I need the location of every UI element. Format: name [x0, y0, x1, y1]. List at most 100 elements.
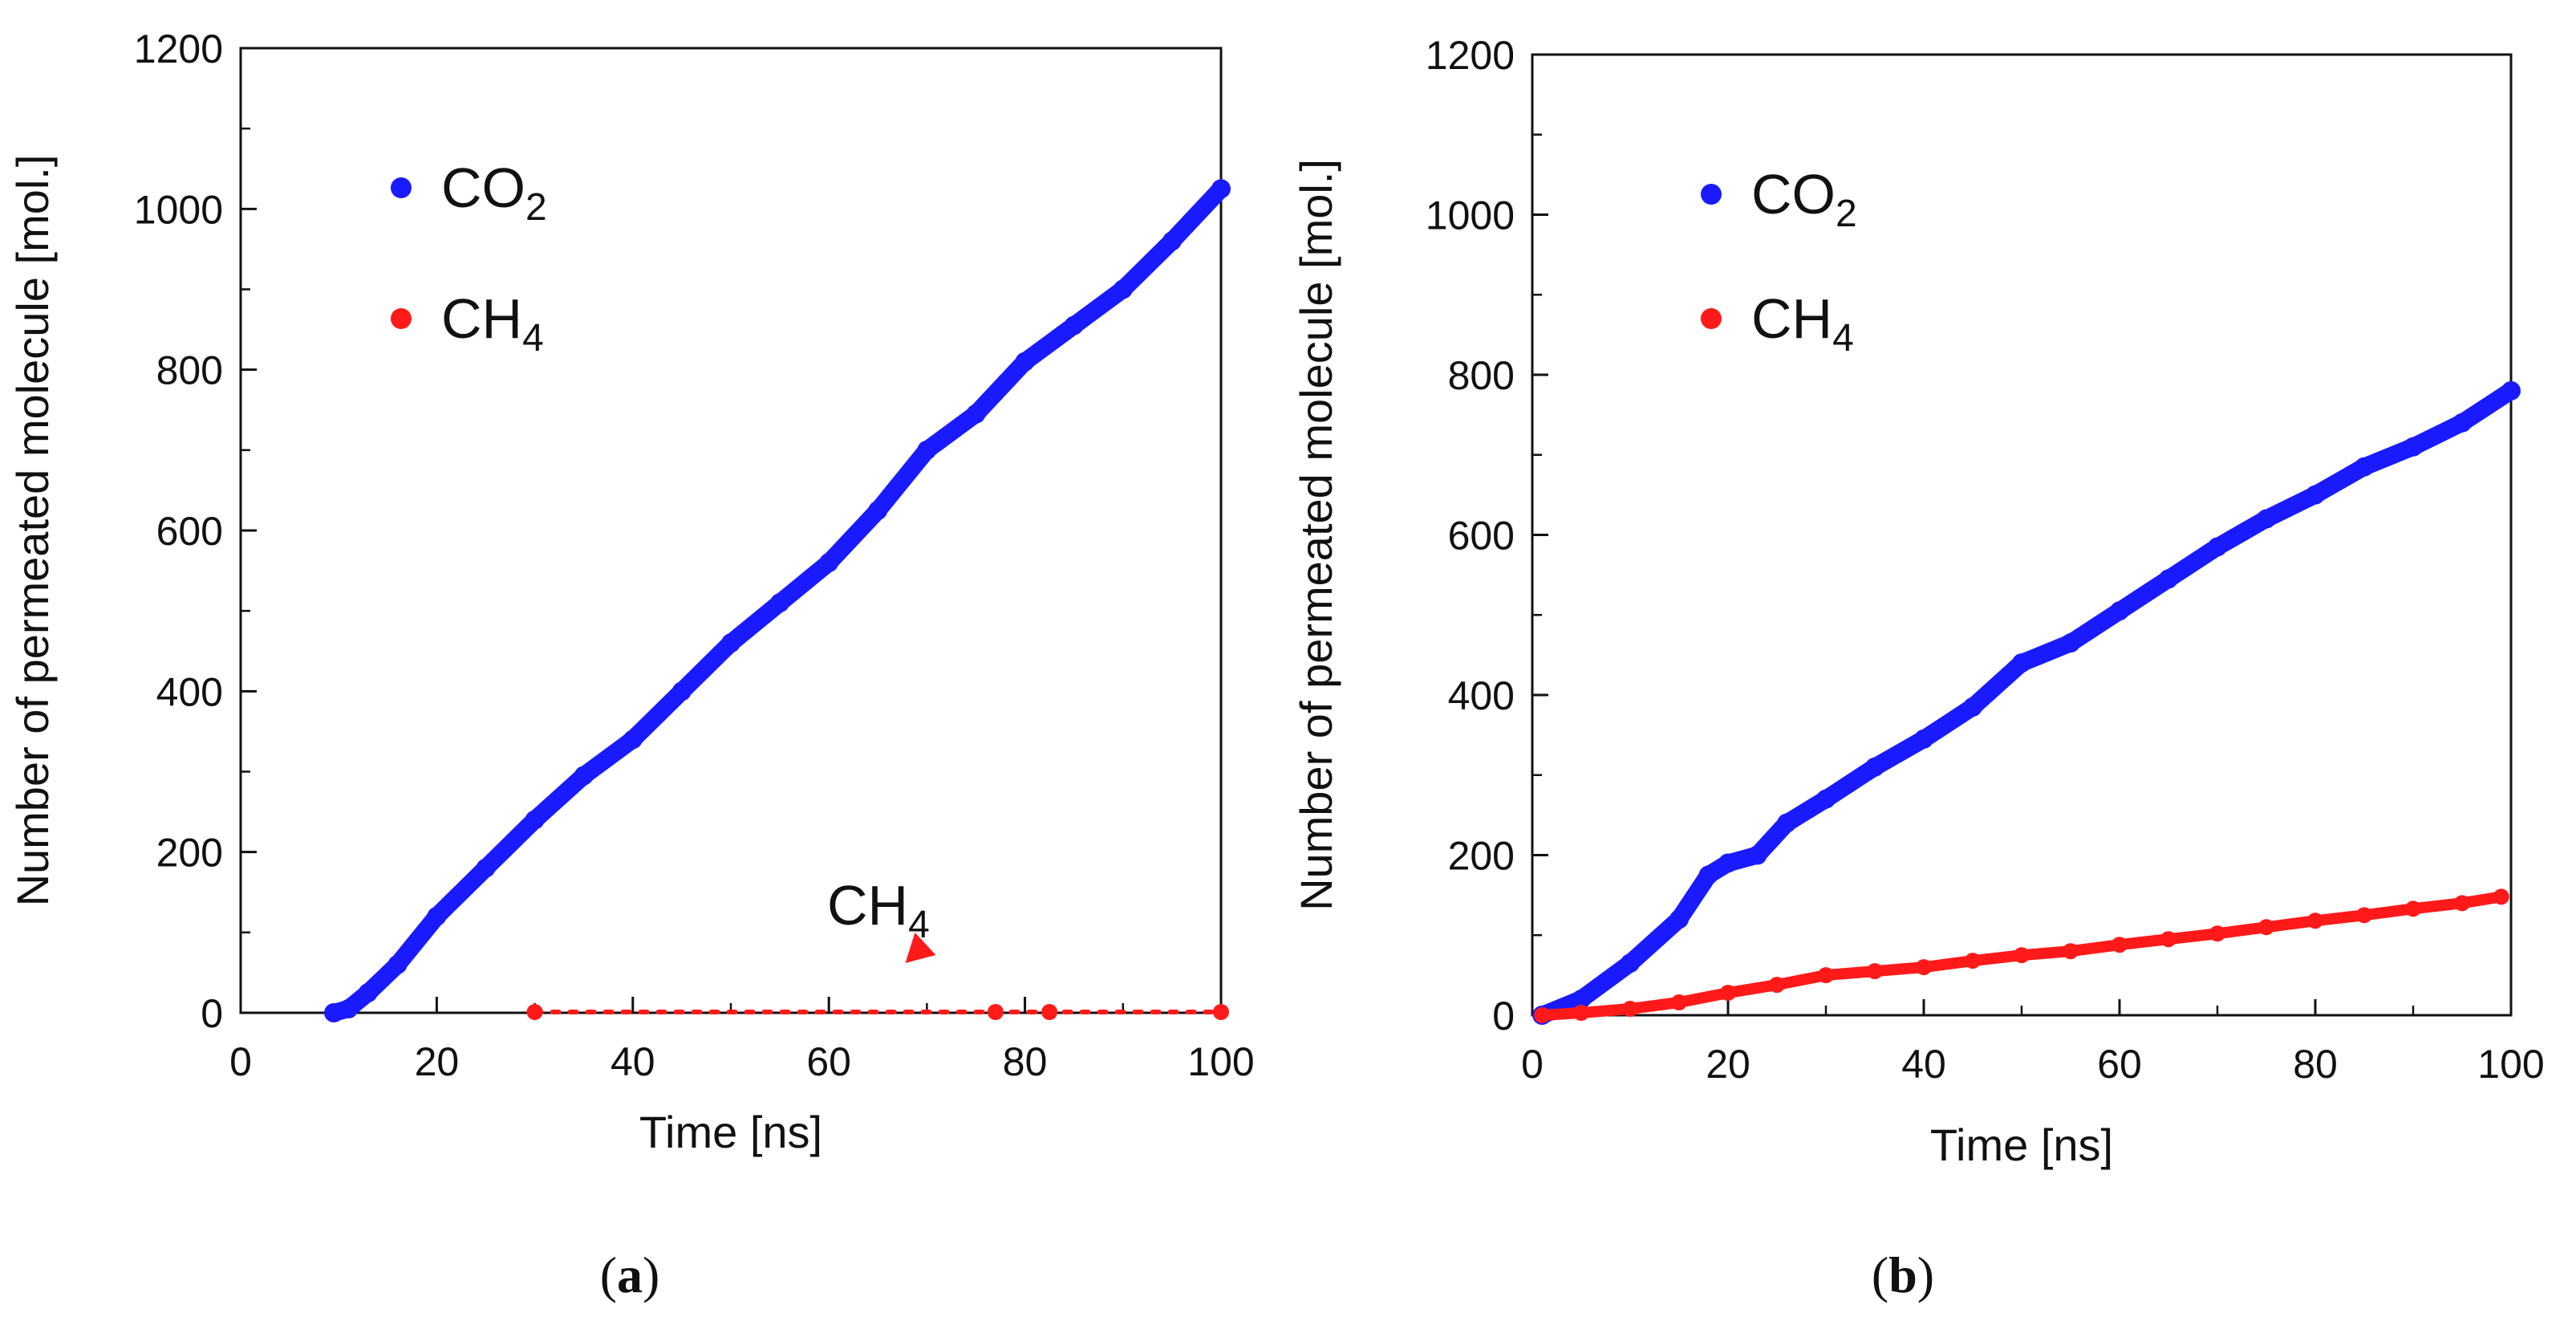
x-axis-title: Time [ns] [1930, 1120, 2113, 1170]
data-point-CO2 [1698, 865, 1718, 885]
data-point-CH4 [2112, 937, 2128, 953]
data-point-CO2 [2257, 509, 2276, 529]
data-point-CO2 [1064, 315, 1084, 335]
data-point-CH4 [1671, 994, 1687, 1011]
data-point-CO2 [721, 633, 740, 653]
data-point-CO2 [2306, 485, 2325, 505]
data-point-CH4 [1818, 967, 1834, 984]
series-CH4 [526, 1003, 1229, 1020]
series-CH4 [1534, 888, 2509, 1023]
data-point-CH4 [1867, 963, 1883, 980]
data-point-CO2 [1211, 179, 1231, 199]
panel-label-letter: b [1888, 1246, 1917, 1303]
data-point-CO2 [2355, 457, 2374, 477]
legend-label-CO2: CO2 [441, 156, 547, 229]
data-point-CH4 [2063, 943, 2079, 960]
data-point-CO2 [1816, 789, 1836, 809]
panel-label: (b) [1872, 1246, 1934, 1303]
data-point-CH4 [2356, 907, 2372, 924]
legend-marker-CH4 [391, 308, 412, 329]
data-point-CO2 [358, 982, 378, 1002]
legend-label-CH4-sub: 4 [522, 317, 544, 360]
data-point-CO2 [1572, 990, 1591, 1010]
legend-label-CO2-sub: 2 [525, 186, 547, 229]
legend-label-CH4-sub: 4 [1832, 317, 1854, 360]
data-point-CO2 [2110, 601, 2129, 621]
data-point-CO2 [574, 766, 594, 786]
x-tick-label: 80 [1003, 1039, 1048, 1084]
legend-marker-CO2 [391, 177, 412, 198]
data-point-CO2 [324, 1003, 344, 1022]
data-point-CO2 [1669, 909, 1689, 929]
panel-label-open: ( [1872, 1246, 1888, 1303]
y-tick-label: 1000 [1426, 193, 1515, 238]
plot-frame [239, 47, 1223, 1014]
panel-label-open: ( [600, 1246, 617, 1303]
data-point-CO2 [2159, 569, 2178, 589]
data-point-CH4 [1769, 977, 1785, 994]
x-tick-label: 60 [806, 1039, 851, 1084]
data-point-CO2 [2501, 380, 2521, 400]
data-point-CO2 [2012, 653, 2031, 673]
legend-marker-CH4 [1701, 308, 1722, 329]
data-point-CH4 [2014, 947, 2030, 964]
legend-label-CO2-sub: 2 [1836, 193, 1857, 235]
series-CO2 [324, 179, 1231, 1022]
data-point-CO2 [917, 440, 937, 460]
x-tick-label: 20 [1706, 1042, 1750, 1087]
legend-label-CH4-main: CH [441, 287, 522, 350]
data-point-CO2 [1914, 729, 1933, 749]
y-tick-label: 600 [156, 509, 223, 554]
y-axis-title: Number of permeated molecule [mol.] [7, 155, 58, 907]
legend-label-CH4: CH4 [1751, 287, 1854, 360]
data-point-CO2 [868, 500, 888, 520]
data-point-CO2 [339, 998, 359, 1018]
x-tick-label: 40 [1901, 1042, 1946, 1087]
annotation-label-main: CH [827, 874, 908, 937]
data-point-CH4 [2209, 925, 2225, 942]
x-tick-label: 100 [2477, 1042, 2544, 1087]
data-point-CH4 [1041, 1003, 1058, 1020]
y-tick-label: 1000 [134, 187, 223, 232]
data-point-CO2 [1747, 845, 1767, 865]
data-point-CO2 [1162, 231, 1182, 251]
y-tick-label: 800 [156, 348, 223, 393]
data-point-CO2 [1963, 697, 1982, 717]
data-point-CO2 [623, 730, 643, 750]
y-tick-label: 400 [156, 669, 223, 714]
y-tick-label: 1200 [134, 26, 223, 71]
data-point-CO2 [525, 810, 545, 830]
data-point-CH4 [1965, 953, 1981, 969]
data-point-CO2 [1777, 813, 1797, 833]
data-point-CO2 [1621, 953, 1640, 973]
legend-marker-CO2 [1701, 184, 1722, 205]
data-point-CH4 [1534, 1007, 1551, 1023]
data-point-CO2 [427, 906, 447, 926]
panel-label-close: ) [643, 1246, 659, 1303]
data-point-CO2 [2404, 437, 2423, 457]
y-tick-label: 0 [1492, 994, 1515, 1038]
x-tick-label: 20 [415, 1039, 460, 1084]
y-tick-label: 200 [156, 831, 223, 876]
data-point-CO2 [1718, 853, 1738, 873]
x-tick-label: 80 [2293, 1042, 2338, 1087]
data-point-CH4 [526, 1003, 543, 1020]
series-CO2 [1532, 380, 2521, 1025]
y-tick-label: 600 [1448, 514, 1515, 559]
x-tick-label: 40 [611, 1039, 655, 1084]
data-point-CO2 [2208, 537, 2227, 557]
y-tick-label: 400 [1448, 673, 1515, 718]
chart-panel-b: 0 200 400 600 800 1000 1200 0 20 40 60 80 100 Time [n… [1291, 33, 2545, 1303]
x-tick-label: 60 [2097, 1042, 2142, 1087]
data-point-CH4 [2258, 919, 2274, 936]
data-point-CO2 [770, 593, 790, 613]
data-point-CO2 [2452, 413, 2472, 433]
legend-label-CO2: CO2 [1751, 163, 1857, 235]
data-point-CH4 [2160, 931, 2176, 948]
data-point-CO2 [1865, 757, 1884, 777]
plot-frame [1531, 53, 2513, 1017]
y-tick-label: 0 [201, 991, 223, 1036]
x-tick-label: 0 [229, 1039, 252, 1084]
x-tick-label: 100 [1187, 1039, 1254, 1084]
